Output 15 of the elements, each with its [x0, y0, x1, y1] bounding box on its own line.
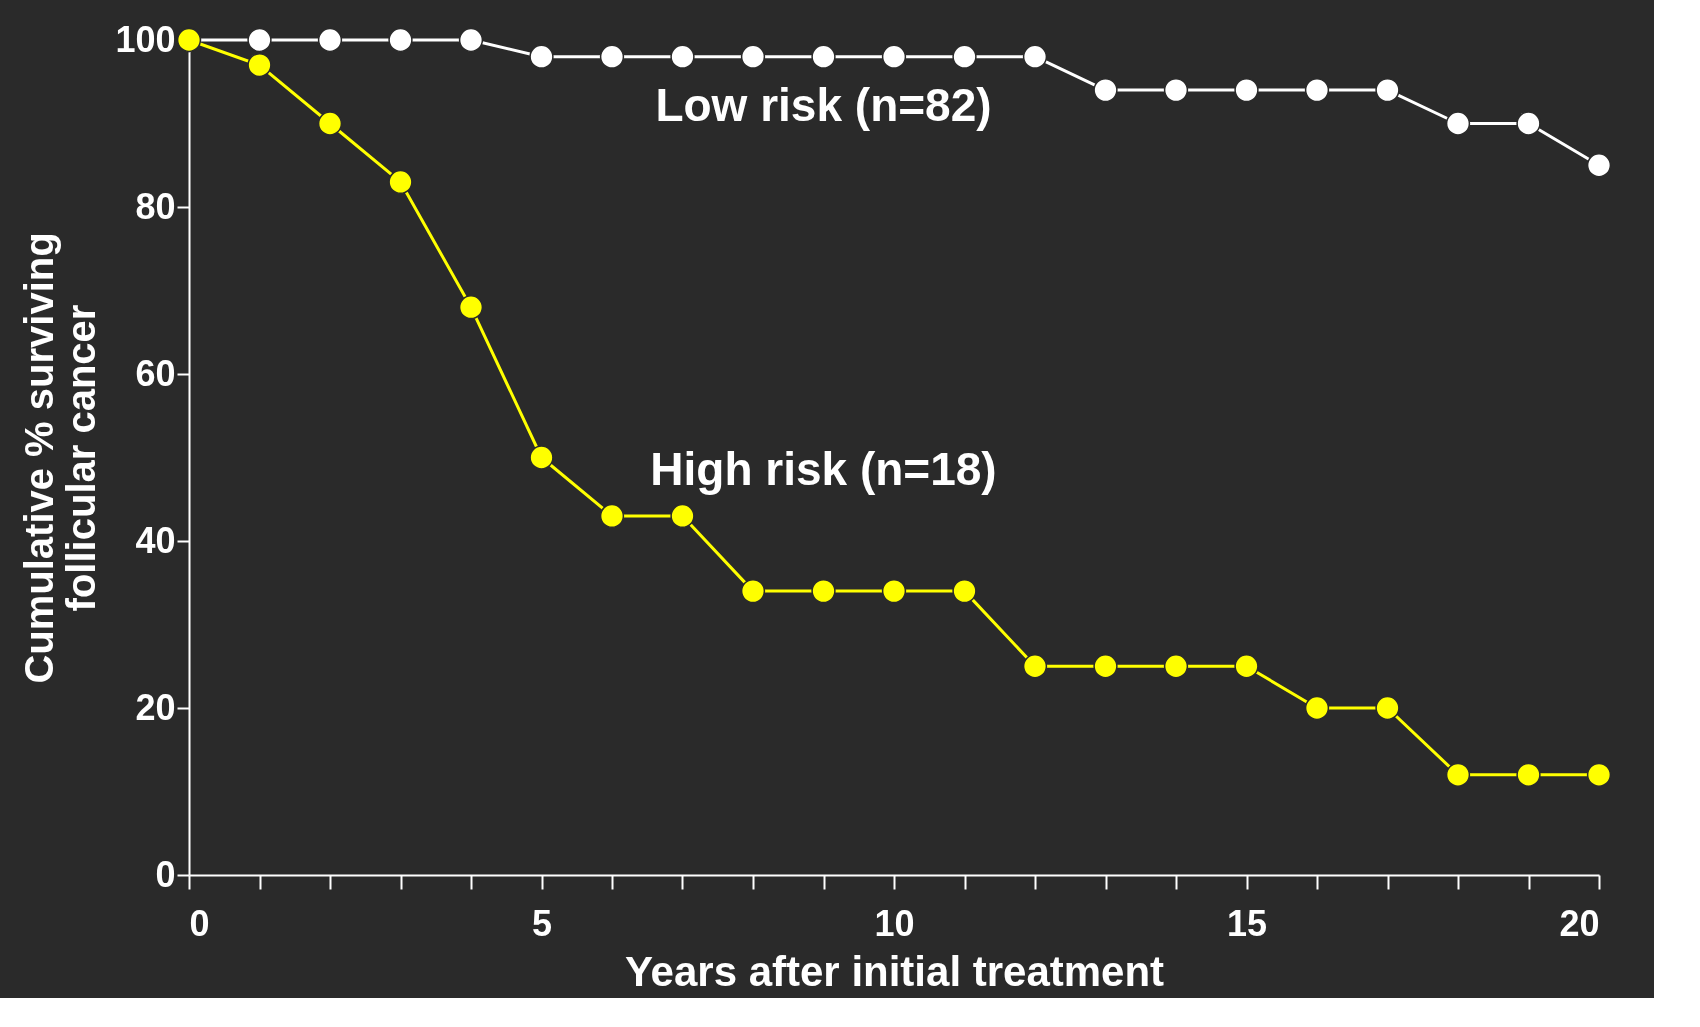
x-axis-title: Years after initial treatment [624, 947, 1165, 995]
y-tick-label: 80 [135, 185, 176, 227]
x-tick-label: 10 [874, 902, 915, 944]
x-tick-label: 0 [189, 902, 210, 944]
series-label: Low risk (n=82) [655, 78, 992, 131]
x-tick-label: 15 [1226, 902, 1268, 944]
y-axis-title: Cumulative % surviving follicular cancer [17, 232, 104, 684]
y-tick-label: 0 [155, 853, 176, 895]
x-tick-label: 20 [1559, 902, 1600, 944]
y-tick-label: 40 [135, 519, 176, 561]
series-label: High risk (n=18) [650, 443, 997, 496]
y-tick-label: 20 [135, 686, 176, 728]
y-tick-label: 100 [115, 18, 176, 60]
x-tick-label: 5 [531, 902, 553, 944]
y-tick-label: 60 [135, 352, 176, 394]
